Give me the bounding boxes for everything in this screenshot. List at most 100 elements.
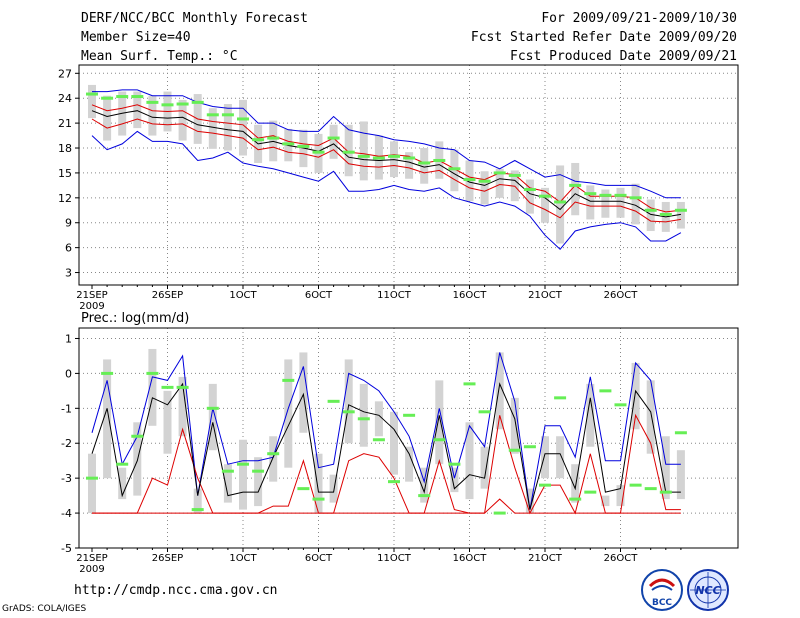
green-marker [659, 212, 672, 216]
ensemble-box [435, 380, 444, 465]
green-marker [433, 158, 446, 162]
green-marker [252, 138, 265, 142]
green-marker [282, 378, 295, 382]
green-marker [614, 403, 627, 407]
ensemble-box [480, 171, 489, 205]
x-tick-label: 21OCT [528, 553, 563, 564]
green-marker [176, 102, 189, 106]
y-tick-label: -2 [61, 437, 72, 450]
series-line-upper_mid [91, 104, 681, 213]
green-marker [478, 410, 491, 414]
ensemble-box [269, 436, 278, 482]
ensemble-box [148, 95, 157, 136]
ensemble-box [329, 124, 338, 159]
ensemble-box [254, 457, 263, 507]
precip-title: Prec.: log(mm/d) [81, 311, 189, 326]
x-tick-label: 21SEP [76, 290, 107, 301]
x-tick-label: 6OCT [305, 553, 333, 564]
series-line-lowest [91, 130, 682, 251]
green-marker [478, 179, 491, 183]
y-tick-label: -3 [61, 472, 72, 485]
green-marker [388, 154, 400, 158]
ensemble-box [616, 187, 625, 218]
green-marker [116, 462, 129, 466]
green-marker [191, 508, 204, 512]
ensemble-box [103, 95, 112, 141]
ensemble-box [676, 201, 685, 229]
ensemble-box [284, 359, 293, 468]
green-marker [267, 136, 280, 140]
green-marker [372, 156, 385, 160]
green-marker [644, 208, 657, 212]
ensemble-box [405, 446, 414, 482]
green-marker [252, 469, 265, 473]
green-marker [463, 178, 476, 182]
green-marker [221, 113, 234, 117]
series-line-mean [91, 382, 681, 510]
green-marker [599, 389, 612, 393]
green-marker [342, 150, 355, 154]
x-tick-label: 11OCT [377, 553, 412, 564]
ensemble-box [208, 383, 217, 451]
green-marker [659, 490, 672, 494]
series-line-upper [92, 89, 681, 199]
ensemble-box [88, 453, 96, 514]
green-marker [86, 92, 98, 96]
green-marker [448, 462, 461, 466]
ensemble-box [359, 121, 368, 181]
ensemble-box [525, 488, 534, 514]
ensemble-box [661, 436, 670, 500]
green-marker [493, 511, 506, 515]
green-marker [433, 438, 446, 442]
ncc-logo-text: NCC [695, 584, 720, 597]
y-tick-label: 1 [65, 332, 72, 345]
bcc-logo-text: BCC [652, 598, 672, 608]
green-marker [297, 487, 310, 491]
green-marker [629, 483, 642, 487]
green-marker [569, 183, 582, 187]
green-marker [101, 96, 114, 100]
green-marker [584, 192, 597, 196]
grads-credit: GrADS: COLA/IGES [2, 604, 87, 614]
website-url[interactable]: http://cmdp.ncc.cma.gov.cn [74, 583, 278, 598]
y-tick-label: 6 [65, 242, 72, 255]
ensemble-box [556, 165, 565, 244]
ensemble-box [616, 485, 625, 507]
member-size-label: Member Size=40 [81, 30, 191, 45]
ensemble-box [148, 348, 157, 426]
green-marker [418, 161, 431, 165]
green-marker [357, 417, 370, 421]
y-tick-label: 21 [58, 117, 72, 130]
y-tick-label: -4 [61, 507, 72, 520]
ensemble-box [239, 439, 247, 510]
green-marker [508, 448, 521, 452]
green-marker [101, 371, 114, 375]
green-marker [146, 100, 159, 104]
x-tick-sublabel: 2009 [79, 564, 104, 575]
green-marker [131, 434, 144, 438]
variable-label: Mean Surf. Temp.: °C [81, 49, 238, 64]
green-marker [539, 194, 551, 198]
series-line-mean [91, 110, 681, 218]
x-tick-label: 21OCT [528, 290, 563, 301]
green-marker [191, 100, 204, 104]
green-marker [237, 117, 249, 121]
ensemble-box [118, 467, 127, 500]
x-tick-label: 26SEP [152, 553, 183, 564]
green-marker [221, 469, 234, 473]
green-marker [327, 136, 340, 140]
green-marker [327, 399, 340, 403]
bcc-logo: BCC [641, 569, 683, 611]
y-tick-label: -1 [61, 402, 72, 415]
ensemble-box [420, 148, 429, 184]
ensemble-box [586, 383, 595, 447]
green-marker [372, 438, 385, 442]
ensemble-box [541, 187, 549, 223]
ensemble-box [133, 91, 142, 129]
ncc-logo: NCC [687, 569, 729, 611]
ensemble-box [465, 422, 474, 500]
ensemble-box [510, 397, 519, 454]
green-marker [644, 487, 657, 491]
